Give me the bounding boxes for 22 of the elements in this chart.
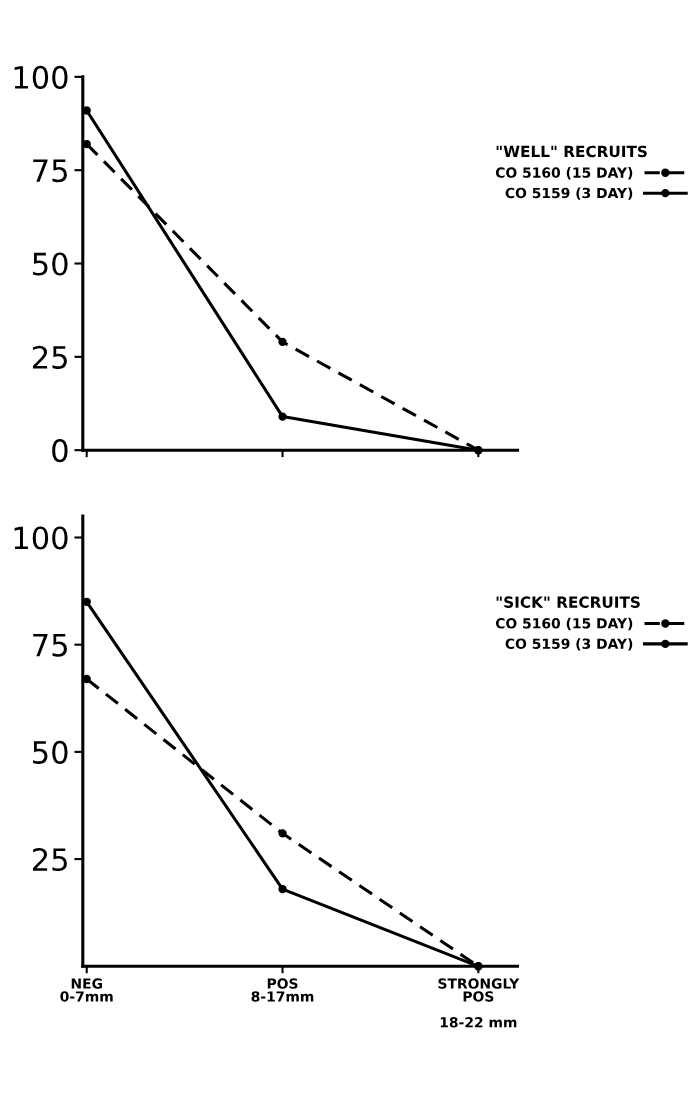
y-tick-label: 50 [33,740,68,764]
point [278,412,287,421]
legend-title: "WELL" RECRUITS [496,145,647,158]
legend-label: CO 5160 (15 DAY) [495,167,633,180]
legend-label: CO 5159 (3 DAY) [505,187,633,200]
point [278,829,287,838]
y-tick-label: 75 [33,159,67,183]
y-tick-label: 25 [32,847,67,872]
x-tick-label: NEG 0-7mm [60,978,113,1002]
x-tick-label: POS 8-17mm [251,978,314,1002]
y-tick-label: 100 [14,526,68,550]
point [278,337,287,347]
point [278,884,287,894]
y-tick-label: 100 [14,65,68,89]
y-tick-label: 50 [33,252,68,276]
y-tick-label: 75 [33,634,67,657]
x-tick-label: STRONGLY POS 18-22 mm [438,978,520,1028]
y-tick-label: 0 [52,439,68,463]
y-tick-label: 25 [32,345,67,369]
legend-label: CO 5159 (3 DAY) [505,638,633,651]
legend-label: CO 5160 (15 DAY) [495,617,633,631]
legend-title: "SICK" RECRUITS [496,596,640,608]
